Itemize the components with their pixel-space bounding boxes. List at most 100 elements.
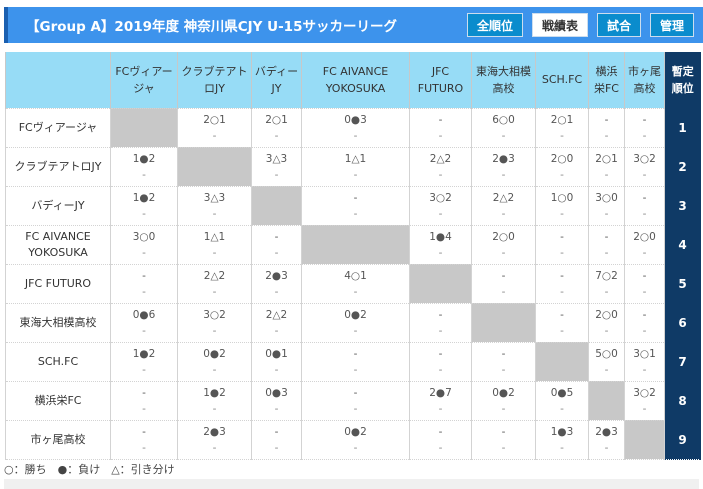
- footer-bar: [4, 479, 699, 489]
- second-leg: -: [438, 402, 443, 415]
- second-leg: -: [642, 285, 647, 298]
- legend: ○：勝ち ●：負け △：引き分け: [4, 463, 175, 476]
- result-cell: --: [110, 380, 178, 421]
- column-header: バディーJY: [251, 52, 302, 108]
- header-bar: 【Group A】2019年度 神奈川県CJY U-15サッカーリーグ 全順位 …: [4, 7, 703, 43]
- second-leg: -: [560, 246, 564, 259]
- table-row: 東海大相模高校 0●6-3○2-2△2-0●2- - - - -2○0- - -6: [5, 302, 701, 343]
- score: -: [142, 269, 146, 282]
- score: 2●3: [203, 425, 226, 438]
- second-leg: -: [501, 363, 506, 376]
- result-cell: 1○0 -: [535, 185, 589, 226]
- result-cell: --: [535, 263, 589, 304]
- diagonal-cell: [624, 419, 665, 460]
- result-cell: 1●2 -: [110, 146, 178, 187]
- score: -: [142, 425, 146, 438]
- team-name: JFC FUTURO: [5, 263, 111, 304]
- score: -: [501, 269, 506, 282]
- score: 0●6: [132, 308, 156, 321]
- diagonal-cell: [110, 107, 178, 148]
- score: 0●2: [203, 347, 226, 360]
- result-cell: --: [110, 263, 178, 304]
- score: 4○1: [344, 269, 367, 282]
- result-cell: 5○0 -: [588, 341, 625, 382]
- rank-cell: 2: [664, 146, 701, 187]
- score: -: [274, 230, 279, 243]
- table-row: バディーJY 1●2-3△3- - -3○2-2△2-1○0-3○0- - -3: [5, 185, 701, 226]
- rank-cell: 7: [664, 341, 701, 382]
- result-cell: 2○0 -: [471, 224, 536, 265]
- result-cell: --: [409, 302, 472, 343]
- score: 1△1: [203, 230, 226, 243]
- second-leg: -: [604, 168, 609, 181]
- score: -: [142, 386, 146, 399]
- second-leg: -: [212, 363, 217, 376]
- all-rankings-button[interactable]: 全順位: [466, 13, 523, 37]
- page-title: 【Group A】2019年度 神奈川県CJY U-15サッカーリーグ: [26, 19, 397, 35]
- score: 2△2: [265, 308, 288, 321]
- score: -: [438, 308, 443, 321]
- second-leg: -: [142, 285, 146, 298]
- score: -: [353, 386, 358, 399]
- score: 0●5: [550, 386, 574, 399]
- results-table-button[interactable]: 戦績表: [531, 13, 588, 37]
- result-cell: 2○1 -: [588, 146, 625, 187]
- team-name: FC AIVANCE YOKOSUKA: [5, 224, 111, 265]
- second-leg: -: [438, 441, 443, 454]
- result-cell: --: [471, 263, 536, 304]
- table-row: FC AIVANCE YOKOSUKA 3○0-1△1- - -1●4-2○0- - - -…: [5, 224, 701, 265]
- column-header: 東海大相模高校: [471, 52, 536, 108]
- second-leg: -: [212, 285, 217, 298]
- second-leg: -: [438, 207, 443, 220]
- score: 3○2: [429, 191, 452, 204]
- score: -: [353, 347, 358, 360]
- result-cell: 0●2 -: [471, 380, 536, 421]
- result-cell: 1●2 -: [110, 185, 178, 226]
- score: 2○1: [203, 113, 226, 126]
- result-cell: --: [624, 185, 665, 226]
- diagonal-cell: [588, 380, 625, 421]
- result-cell: 6○0 -: [471, 107, 536, 148]
- score: 1●4: [429, 230, 452, 243]
- diagonal-cell: [251, 185, 302, 226]
- result-cell: 2●3 -: [251, 263, 302, 304]
- result-cell: --: [409, 107, 472, 148]
- column-header: 市ヶ尾高校: [624, 52, 665, 108]
- second-leg: -: [604, 363, 609, 376]
- rank-header: 暫定順位: [664, 52, 701, 108]
- result-cell: --: [624, 302, 665, 343]
- result-cell: 2●3 -: [177, 419, 252, 460]
- score: -: [438, 347, 443, 360]
- second-leg: -: [501, 168, 506, 181]
- table-row: FCヴィアージャ 2○1-2○1-0●3- - -6○0-2○1- - - - -1: [5, 107, 701, 148]
- score: 2●3: [265, 269, 288, 282]
- result-cell: 3○2 -: [624, 380, 665, 421]
- score: 2○0: [550, 152, 574, 165]
- rank-cell: 4: [664, 224, 701, 265]
- result-cell: 1△1 -: [301, 146, 410, 187]
- score: 1●2: [203, 386, 226, 399]
- result-cell: --: [409, 419, 472, 460]
- result-cell: --: [251, 419, 302, 460]
- score: -: [501, 347, 506, 360]
- result-cell: --: [535, 302, 589, 343]
- column-header: クラブテアトロJY: [177, 52, 252, 108]
- score: 3○2: [203, 308, 226, 321]
- matches-button[interactable]: 試合: [596, 13, 641, 37]
- score: 1●2: [132, 191, 156, 204]
- diagonal-cell: [409, 263, 472, 304]
- second-leg: -: [642, 207, 647, 220]
- score: -: [560, 308, 564, 321]
- score: 0●2: [344, 425, 367, 438]
- second-leg: -: [142, 402, 146, 415]
- result-cell: 0●3 -: [251, 380, 302, 421]
- admin-button[interactable]: 管理: [649, 13, 694, 37]
- result-cell: 1●2 -: [177, 380, 252, 421]
- second-leg: -: [274, 363, 279, 376]
- result-cell: --: [110, 419, 178, 460]
- score: 3○0: [595, 191, 618, 204]
- second-leg: -: [353, 324, 358, 337]
- second-leg: -: [438, 168, 443, 181]
- second-leg: -: [604, 285, 609, 298]
- score: 1○0: [550, 191, 574, 204]
